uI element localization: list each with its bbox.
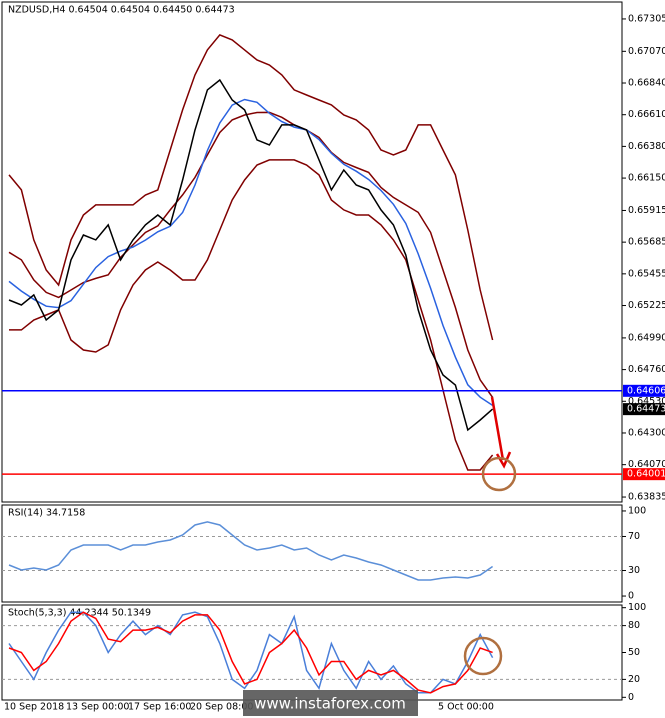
y-tick-label: 0.64760 — [628, 364, 665, 375]
x-tick-label: 17 Sep 16:00 — [128, 702, 191, 713]
panel-title: RSI(14) 34.7158 — [8, 508, 85, 519]
series-line — [8, 611, 493, 694]
price-label: 0.64001 — [627, 469, 665, 480]
series-line — [8, 111, 494, 398]
y-tick-label: 0 — [628, 692, 634, 703]
panel-title: NZDUSD,H4 0.64504 0.64504 0.64450 0.6447… — [8, 5, 235, 16]
series-line — [8, 78, 494, 432]
watermark-box — [243, 690, 418, 716]
watermark: www.instaforex.com — [254, 695, 406, 713]
panel — [1, 604, 623, 701]
x-tick-label: 5 Oct 00:00 — [438, 702, 494, 713]
panel — [1, 1, 623, 503]
y-tick-label: 20 — [628, 674, 640, 685]
target-circle — [481, 456, 517, 492]
y-tick-label: 0.64990 — [628, 332, 665, 343]
y-tick-label: 0.64300 — [628, 427, 665, 438]
x-tick-label: 10 Sep 2018 — [4, 702, 64, 713]
panel-title: Stoch(5,3,3) 44.2344 50.1349 — [8, 608, 151, 619]
forecast-arrow — [490, 396, 505, 461]
y-tick-label: 100 — [628, 602, 646, 613]
y-tick-label: 100 — [628, 505, 646, 516]
x-tick-label: 13 Sep 00:00 — [66, 702, 129, 713]
y-tick-label: 0.65225 — [628, 300, 665, 311]
y-tick-label: 50 — [628, 647, 640, 658]
y-tick-label: 0.64070 — [628, 459, 665, 470]
y-tick-label: 0 — [628, 591, 634, 602]
y-tick-label: 30 — [628, 565, 640, 576]
y-tick-label: 0.66380 — [628, 141, 665, 152]
y-tick-label: 0.66150 — [628, 173, 665, 184]
x-tick-label: 20 Sep 08:00 — [190, 702, 253, 713]
price-label: 0.64473 — [627, 404, 665, 415]
panel — [1, 504, 623, 603]
y-tick-label: 70 — [628, 531, 640, 542]
y-tick-label: 0.67305 — [628, 13, 665, 24]
price-box — [623, 403, 665, 416]
price-box — [623, 384, 665, 397]
y-tick-label: 0.65685 — [628, 237, 665, 248]
stoch-circle — [463, 636, 503, 676]
price-label: 0.64606 — [627, 385, 665, 396]
y-tick-label: 0.65455 — [628, 268, 665, 279]
y-tick-label: 0.66610 — [628, 109, 665, 120]
y-tick-label: 0.66840 — [628, 78, 665, 89]
y-tick-label: 0.63835 — [628, 492, 665, 503]
annotations: www.instaforex.com — [243, 396, 517, 716]
series-line — [8, 611, 494, 694]
y-tick-label: 0.64530 — [628, 396, 665, 407]
y-tick-label: 0.65915 — [628, 205, 665, 216]
series-line — [8, 521, 494, 581]
y-tick-label: 0.67070 — [628, 46, 665, 57]
series-line — [8, 33, 494, 341]
series-line — [8, 98, 494, 407]
y-tick-label: 80 — [628, 620, 640, 631]
price-box — [623, 468, 665, 481]
